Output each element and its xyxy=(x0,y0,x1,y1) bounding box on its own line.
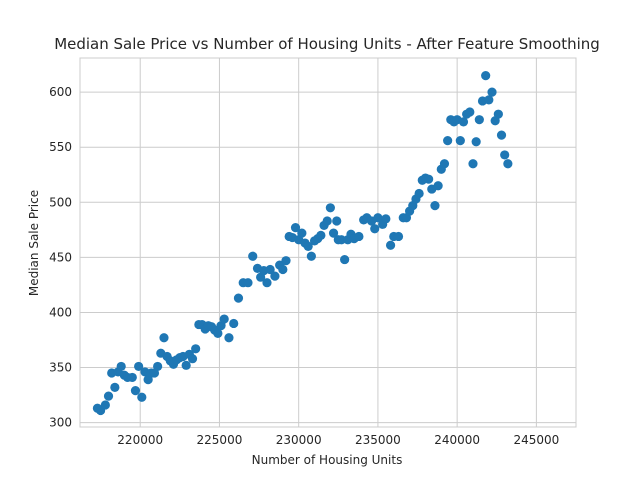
scatter-point xyxy=(191,344,201,354)
scatter-point xyxy=(130,386,141,396)
scatter-point xyxy=(100,400,110,410)
scatter-point xyxy=(471,137,481,147)
chart-title: Median Sale Price vs Number of Housing U… xyxy=(54,35,600,53)
x-tick-label: 220000 xyxy=(117,433,163,447)
scatter-point xyxy=(278,264,288,275)
scatter-point xyxy=(110,382,120,392)
x-tick-label: 225000 xyxy=(197,433,243,447)
x-tick-label: 235000 xyxy=(355,433,401,447)
scatter-point xyxy=(262,278,272,288)
x-tick-label: 245000 xyxy=(513,433,559,447)
scatter-point xyxy=(481,71,491,81)
scatter-point xyxy=(474,115,484,125)
y-tick-label: 450 xyxy=(49,250,72,264)
scatter-point xyxy=(493,109,503,119)
scatter-point xyxy=(316,230,326,240)
scatter-point xyxy=(137,392,147,402)
scatter-point xyxy=(265,264,275,275)
scatter-point xyxy=(243,278,253,288)
scatter-point xyxy=(424,174,434,184)
scatter-point xyxy=(496,130,507,140)
x-tick-label: 230000 xyxy=(276,433,322,447)
scatter-point xyxy=(373,213,383,223)
scatter-point xyxy=(213,328,223,338)
scatter-point xyxy=(443,136,453,146)
scatter-point xyxy=(281,256,291,266)
scatter-point xyxy=(303,241,313,251)
scatter-point xyxy=(439,159,450,169)
scatter-point xyxy=(503,159,513,169)
y-tick-label: 400 xyxy=(49,305,72,319)
scatter-point xyxy=(336,235,347,245)
scatter-point xyxy=(116,361,126,372)
scatter-point xyxy=(385,240,396,250)
x-axis-label: Number of Housing Units xyxy=(252,453,403,467)
scatter-point xyxy=(340,254,350,265)
x-tick-label: 240000 xyxy=(434,433,480,447)
scatter-point xyxy=(224,333,234,343)
scatter-point xyxy=(325,203,335,213)
scatter-point xyxy=(465,107,475,117)
scatter-point xyxy=(484,95,494,105)
scatter-point xyxy=(370,224,380,234)
scatter-point xyxy=(332,216,342,226)
plot-frame xyxy=(79,57,577,428)
scatter-point xyxy=(153,361,163,372)
scatter-point xyxy=(270,271,280,281)
y-tick-label: 600 xyxy=(49,85,72,99)
scatter-point xyxy=(248,251,258,261)
scatter-point xyxy=(500,150,510,160)
scatter-point xyxy=(134,361,144,372)
scatter-point xyxy=(306,251,316,261)
scatter-point xyxy=(487,87,497,97)
y-tick-label: 350 xyxy=(49,361,72,375)
y-axis-label: Median Sale Price xyxy=(27,190,41,296)
y-tick-label: 550 xyxy=(49,140,72,154)
scatter-point xyxy=(290,223,301,233)
y-tick-label: 500 xyxy=(49,195,72,209)
scatter-point xyxy=(127,372,137,383)
scatter-point xyxy=(229,318,239,329)
scatter-point xyxy=(430,201,440,211)
scatter-point xyxy=(455,136,465,146)
scatter-point xyxy=(328,228,339,238)
scatter-point xyxy=(354,231,364,242)
scatter-point xyxy=(181,360,191,370)
y-tick-label: 300 xyxy=(49,416,72,430)
scatter-point xyxy=(393,231,404,242)
x-tick-labels: 220000 225000 230000 235000 240000 245000 xyxy=(117,433,559,447)
scatter-point xyxy=(414,188,424,199)
scatter-point xyxy=(159,333,169,343)
scatter-point xyxy=(187,354,198,364)
scatter-point xyxy=(233,293,244,303)
scatter-point xyxy=(297,228,307,238)
scatter-point xyxy=(103,391,114,401)
scatter-point xyxy=(322,216,332,226)
scatter-point xyxy=(468,159,478,169)
data-points xyxy=(92,71,513,416)
scatter-point xyxy=(381,214,391,224)
y-tick-labels: 300 350 400 450 500 550 600 xyxy=(49,85,72,429)
scatter-point xyxy=(219,314,229,324)
scatter-point xyxy=(458,117,469,127)
scatter-point xyxy=(433,181,443,191)
